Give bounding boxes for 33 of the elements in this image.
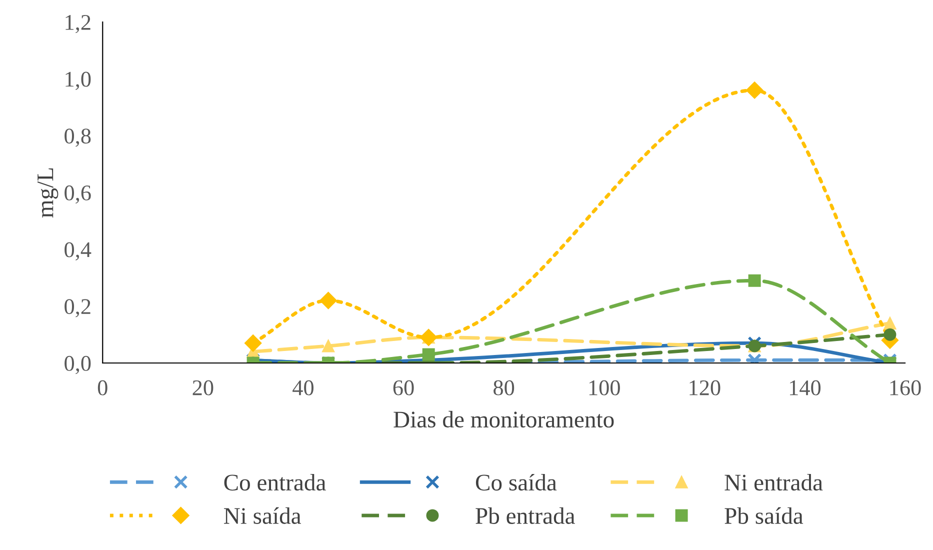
y-tick-label: 0,8 [64, 128, 91, 147]
point [884, 328, 896, 341]
x-tick-label: 40 [292, 380, 314, 396]
y-tick-label: 1,2 [66, 14, 90, 34]
x-tick-label: 20 [192, 380, 214, 396]
x-tick-label: 160 [890, 380, 921, 396]
y-tick-label: 0,0 [64, 356, 91, 374]
point [746, 82, 764, 99]
x-axis-title: Dias de monitoramento [394, 410, 614, 428]
legend-label: Pb saída [724, 507, 804, 524]
x-tick-label: 120 [690, 380, 720, 396]
y-tick-label: 0,6 [64, 185, 91, 204]
point [320, 292, 337, 310]
y-tick-label: 0,2 [64, 299, 90, 318]
legend-label: Pb entrada [476, 507, 575, 524]
point [244, 334, 262, 352]
y-tick-label: 0,4 [64, 242, 92, 260]
x-tick-label: 140 [790, 380, 821, 396]
point [322, 340, 335, 352]
legend-label: Co saída [476, 474, 557, 491]
point [748, 274, 761, 287]
y-tick-label: 1,0 [66, 72, 91, 90]
y-axis-title: mg/L [38, 168, 58, 218]
legend-label: Co entrada [224, 474, 326, 491]
legend-label: Ni entrada [724, 474, 823, 491]
x-tick-label: 100 [589, 380, 620, 396]
x-tick-label: 0 [98, 380, 108, 396]
point [884, 316, 896, 330]
x-tick-label: 80 [494, 380, 514, 396]
x-tick-label: 60 [393, 380, 414, 396]
point [422, 348, 435, 361]
legend-label: Ni saída [224, 507, 301, 524]
point [748, 336, 762, 350]
